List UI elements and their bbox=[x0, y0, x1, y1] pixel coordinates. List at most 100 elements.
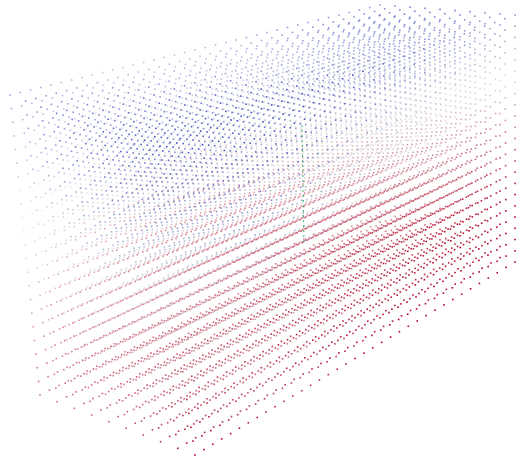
point bbox=[346, 137, 348, 140]
point bbox=[223, 108, 225, 111]
point bbox=[350, 194, 352, 197]
point bbox=[265, 131, 267, 134]
point bbox=[303, 205, 305, 208]
point bbox=[147, 86, 150, 88]
point bbox=[268, 86, 270, 89]
point bbox=[125, 230, 128, 232]
point bbox=[197, 237, 200, 240]
point bbox=[369, 146, 372, 148]
point bbox=[261, 50, 263, 53]
point bbox=[322, 74, 325, 77]
point bbox=[134, 362, 136, 365]
point bbox=[183, 194, 185, 197]
point bbox=[128, 154, 131, 156]
point bbox=[390, 198, 392, 201]
point bbox=[365, 133, 368, 136]
point bbox=[379, 71, 381, 73]
point bbox=[153, 272, 156, 274]
point bbox=[11, 121, 14, 124]
point bbox=[143, 209, 146, 212]
point bbox=[355, 140, 357, 143]
point bbox=[307, 165, 310, 167]
point bbox=[354, 130, 357, 133]
point bbox=[322, 197, 325, 199]
point bbox=[288, 85, 290, 87]
point bbox=[393, 62, 396, 64]
point bbox=[185, 245, 188, 248]
point bbox=[405, 114, 407, 116]
point bbox=[346, 152, 348, 155]
point bbox=[277, 183, 279, 185]
point bbox=[188, 190, 190, 193]
point bbox=[319, 264, 321, 267]
point bbox=[41, 120, 44, 122]
point bbox=[121, 127, 123, 130]
point bbox=[170, 168, 173, 171]
point bbox=[186, 104, 189, 107]
point bbox=[277, 276, 280, 278]
point bbox=[331, 284, 334, 286]
point bbox=[305, 122, 307, 125]
point bbox=[328, 180, 331, 183]
point bbox=[321, 175, 324, 177]
point bbox=[212, 105, 214, 108]
point bbox=[32, 168, 34, 171]
point bbox=[317, 161, 320, 163]
point bbox=[183, 85, 186, 87]
point bbox=[300, 126, 302, 129]
point bbox=[108, 207, 110, 210]
point bbox=[190, 230, 192, 233]
point bbox=[202, 187, 205, 189]
point bbox=[298, 93, 301, 95]
point bbox=[308, 274, 311, 277]
point bbox=[324, 93, 326, 95]
point bbox=[220, 159, 223, 162]
point bbox=[301, 174, 303, 176]
point bbox=[240, 220, 243, 222]
point bbox=[181, 380, 184, 382]
point bbox=[335, 148, 338, 151]
point bbox=[196, 96, 199, 98]
point bbox=[61, 203, 63, 205]
point bbox=[364, 90, 366, 92]
point bbox=[204, 247, 206, 250]
point bbox=[350, 174, 352, 177]
point bbox=[346, 186, 348, 189]
point bbox=[380, 161, 382, 163]
point bbox=[190, 212, 193, 215]
point bbox=[207, 284, 210, 286]
point bbox=[249, 305, 251, 308]
point bbox=[87, 300, 90, 302]
point bbox=[336, 156, 339, 159]
point bbox=[287, 37, 289, 40]
point bbox=[197, 119, 199, 122]
point bbox=[95, 184, 97, 186]
point bbox=[255, 135, 257, 138]
point bbox=[220, 95, 223, 98]
point bbox=[214, 233, 217, 235]
point bbox=[359, 73, 361, 76]
point bbox=[280, 145, 283, 148]
point bbox=[258, 202, 260, 204]
point bbox=[378, 35, 381, 38]
point bbox=[159, 156, 162, 159]
point bbox=[347, 239, 349, 242]
point bbox=[409, 230, 411, 232]
point bbox=[205, 310, 208, 313]
point bbox=[76, 204, 79, 207]
point bbox=[204, 355, 207, 358]
point bbox=[204, 314, 207, 316]
point bbox=[106, 142, 109, 144]
point bbox=[368, 52, 370, 54]
point bbox=[190, 161, 193, 164]
point bbox=[336, 180, 338, 183]
point bbox=[382, 203, 384, 205]
point bbox=[352, 276, 355, 279]
point bbox=[60, 198, 63, 201]
point bbox=[337, 271, 339, 274]
point bbox=[197, 190, 200, 193]
point bbox=[353, 71, 356, 74]
point bbox=[75, 252, 78, 254]
point bbox=[130, 174, 133, 177]
point bbox=[329, 204, 332, 206]
